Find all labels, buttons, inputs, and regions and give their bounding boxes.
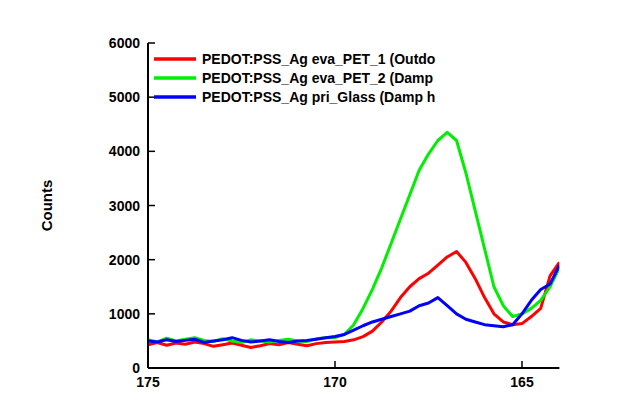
x-tick-label: 165 [510,374,534,390]
legend-swatch [154,95,196,99]
legend-swatch [154,57,196,61]
x-tick-label: 170 [323,374,347,390]
y-tick-label: 4000 [109,143,140,159]
y-tick-label: 2000 [109,252,140,268]
y-tick-label: 1000 [109,306,140,322]
x-tick [521,361,523,368]
legend-label: PEDOT:PSS_Ag eva_PET_2 (Damp [202,70,433,86]
y-axis-label: Counts [38,180,55,232]
x-axis-line [148,367,559,369]
series-line [148,132,559,342]
chart: 0100020003000400050006000175170165Counts… [0,0,619,398]
chart-root: 0100020003000400050006000175170165Counts… [0,0,619,398]
y-tick [148,151,155,153]
y-tick [148,259,155,261]
series-line [148,265,559,342]
y-tick [148,96,155,98]
y-tick-label: 3000 [109,198,140,214]
series-line [148,252,559,348]
y-tick [148,313,155,315]
y-tick [148,205,155,207]
y-tick [148,367,155,369]
x-tick-label: 175 [136,374,160,390]
legend-label: PEDOT:PSS_Ag eva_PET_1 (Outdo [202,51,435,67]
legend-label: PEDOT:PSS_Ag pri_Glass (Damp h [202,89,435,105]
y-tick-label: 6000 [109,35,140,51]
y-tick-label: 5000 [109,89,140,105]
series-group [148,132,559,347]
legend-swatch [154,76,196,80]
y-tick [148,42,155,44]
x-tick [334,361,336,368]
x-tick [147,361,149,368]
